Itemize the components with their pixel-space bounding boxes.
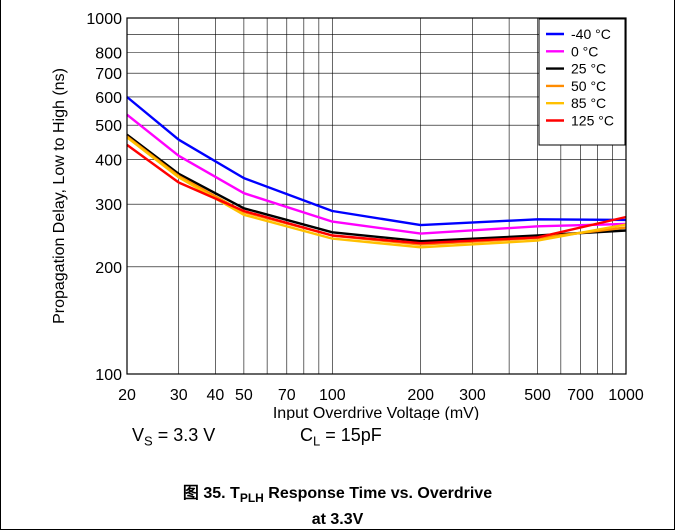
y-tick-label: 800 xyxy=(95,45,122,62)
caption-title: Response Time vs. Overdrive xyxy=(263,485,493,502)
x-tick-label: 70 xyxy=(278,387,296,404)
x-tick-label: 30 xyxy=(170,387,188,404)
vs-value: = 3.3 V xyxy=(152,425,216,445)
x-axis-label: Input Overdrive Voltage (mV) xyxy=(273,405,479,420)
y-tick-label: 1000 xyxy=(86,11,122,28)
x-tick-label: 1000 xyxy=(608,387,644,404)
x-tick-label: 50 xyxy=(235,387,253,404)
y-tick-label: 400 xyxy=(95,153,122,170)
vs-subscript: S xyxy=(144,433,153,449)
legend-label-3: 50 °C xyxy=(571,78,606,94)
series-line-4 xyxy=(126,136,627,249)
legend-label-1: 0 °C xyxy=(571,43,598,59)
y-tick-label: 500 xyxy=(95,118,122,135)
series-lines xyxy=(126,96,627,249)
caption-line-1: 图 35. TPLH Response Time vs. Overdrive xyxy=(0,483,675,509)
figure-caption: 图 35. TPLH Response Time vs. Overdrive a… xyxy=(0,483,675,531)
y-tick-label: 200 xyxy=(95,260,122,277)
caption-prefix: 图 35. T xyxy=(182,485,240,502)
caption-subscript: PLH xyxy=(239,491,264,506)
cl-value: = 15pF xyxy=(320,425,382,445)
x-tick-label: 700 xyxy=(567,387,594,404)
legend-box xyxy=(538,18,626,146)
legend-label-2: 25 °C xyxy=(571,61,606,77)
chart: 20 30 40 50 70 100 200 300 500 700 1000 100 200 300 4… xyxy=(51,11,644,420)
x-tick-labels: 20 30 40 50 70 100 200 300 500 700 1000 xyxy=(118,387,644,404)
y-axis-label: Propagation Delay, Low to High (ns) xyxy=(51,68,68,324)
x-tick-label: 300 xyxy=(459,387,486,404)
y-tick-label: 300 xyxy=(95,197,122,214)
legend-label-5: 125 °C xyxy=(571,113,614,129)
x-tick-label: 20 xyxy=(118,387,136,404)
series-line-5 xyxy=(126,143,627,245)
y-tick-labels: 100 200 300 400 500 600 700 800 1000 xyxy=(86,11,122,384)
cl-symbol: C xyxy=(300,425,313,445)
legend-label-0: -40 °C xyxy=(571,26,611,42)
series-line-2 xyxy=(126,133,627,243)
vs-symbol: V xyxy=(132,425,145,445)
x-tick-label: 40 xyxy=(207,387,225,404)
y-tick-label: 600 xyxy=(95,90,122,107)
legend-label-4: 85 °C xyxy=(571,95,606,111)
legend: -40 °C0 °C 25 °C50 °C85 °C 125 °C xyxy=(538,18,626,146)
cl-subscript: L xyxy=(313,433,321,449)
x-tick-label: 100 xyxy=(319,387,346,404)
y-tick-label: 100 xyxy=(95,367,122,384)
x-tick-label: 200 xyxy=(407,387,434,404)
caption-line-2: at 3.3V xyxy=(311,511,364,529)
supply-voltage-condition: VS = 3.3 V xyxy=(132,425,215,449)
series-line-0 xyxy=(126,96,627,227)
series-line-1 xyxy=(126,113,627,235)
plot-area xyxy=(126,17,627,375)
x-tick-label: 500 xyxy=(524,387,551,404)
load-capacitance-condition: CL = 15pF xyxy=(300,425,382,449)
y-tick-label: 700 xyxy=(95,66,122,83)
